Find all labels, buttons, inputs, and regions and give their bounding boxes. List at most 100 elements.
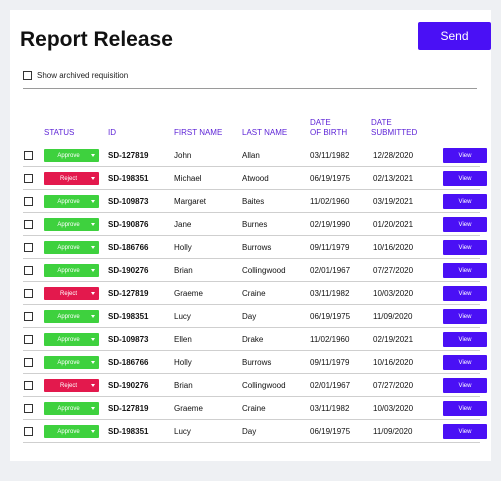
view-button[interactable]: View [443, 309, 487, 324]
row-checkbox[interactable] [24, 243, 33, 252]
row-date-submitted: 02/19/2021 [373, 335, 414, 344]
row-checkbox[interactable] [24, 174, 33, 183]
status-dropdown[interactable]: Approve [44, 149, 99, 162]
view-button[interactable]: View [443, 148, 487, 163]
table-row: Reject SD-198351 Michael Atwood 06/19/19… [23, 167, 487, 190]
chevron-down-icon [91, 407, 95, 410]
view-button[interactable]: View [443, 378, 487, 393]
row-checkbox[interactable] [24, 427, 33, 436]
row-id: SD-190276 [108, 381, 149, 390]
status-dropdown[interactable]: Reject [44, 287, 99, 300]
chevron-down-icon [91, 246, 95, 249]
row-last-name: Burrows [242, 358, 272, 367]
row-last-name: Collingwood [242, 381, 286, 390]
row-date-of-birth: 03/11/1982 [310, 151, 350, 160]
view-button[interactable]: View [443, 171, 487, 186]
status-dropdown[interactable]: Approve [44, 218, 99, 231]
row-id: SD-186766 [108, 358, 149, 367]
status-label: Approve [57, 405, 80, 412]
chevron-down-icon [91, 177, 95, 180]
row-first-name: Jane [174, 220, 192, 229]
report-release-card: Report Release Send Show archived requis… [10, 10, 491, 461]
row-checkbox[interactable] [24, 220, 33, 229]
table-body: Approve SD-127819 John Allan 03/11/1982 … [10, 144, 491, 443]
view-button[interactable]: View [443, 263, 487, 278]
show-archived-checkbox[interactable] [23, 71, 32, 80]
row-checkbox[interactable] [24, 266, 33, 275]
chevron-down-icon [91, 154, 95, 157]
row-first-name: Margaret [174, 197, 207, 206]
row-date-submitted: 07/27/2020 [373, 266, 414, 275]
row-checkbox[interactable] [24, 404, 33, 413]
status-label: Approve [57, 336, 80, 343]
send-button[interactable]: Send [418, 22, 491, 50]
view-button[interactable]: View [443, 355, 487, 370]
row-first-name: Michael [174, 174, 202, 183]
row-checkbox[interactable] [24, 151, 33, 160]
row-last-name: Drake [242, 335, 264, 344]
status-dropdown[interactable]: Approve [44, 356, 99, 369]
row-first-name: Brian [174, 381, 193, 390]
row-last-name: Burrows [242, 243, 272, 252]
row-id: SD-198351 [108, 174, 149, 183]
status-dropdown[interactable]: Approve [44, 402, 99, 415]
view-button[interactable]: View [443, 424, 487, 439]
status-label: Approve [57, 313, 80, 320]
view-button[interactable]: View [443, 194, 487, 209]
row-last-name: Baites [242, 197, 265, 206]
status-dropdown[interactable]: Reject [44, 379, 99, 392]
row-id: SD-127819 [108, 404, 149, 413]
view-button[interactable]: View [443, 401, 487, 416]
view-button[interactable]: View [443, 286, 487, 301]
status-dropdown[interactable]: Approve [44, 310, 99, 323]
view-button[interactable]: View [443, 217, 487, 232]
chevron-down-icon [91, 361, 95, 364]
header-date-submitted[interactable]: DATE SUBMITTED [371, 118, 417, 138]
row-date-of-birth: 02/01/1967 [310, 266, 351, 275]
row-id: SD-109873 [108, 335, 149, 344]
table-row: Approve SD-190276 Brian Collingwood 02/0… [23, 259, 487, 282]
row-first-name: John [174, 151, 192, 160]
status-dropdown[interactable]: Approve [44, 425, 99, 438]
row-last-name: Day [242, 427, 257, 436]
row-checkbox[interactable] [24, 197, 33, 206]
row-id: SD-127819 [108, 151, 149, 160]
header-date-of-birth[interactable]: DATE OF BIRTH [310, 118, 347, 138]
row-checkbox[interactable] [24, 335, 33, 344]
header-submitted-line2: SUBMITTED [371, 128, 418, 137]
view-button[interactable]: View [443, 332, 487, 347]
table-row: Approve SD-190876 Jane Burnes 02/19/1990… [23, 213, 487, 236]
status-dropdown[interactable]: Reject [44, 172, 99, 185]
row-last-name: Allan [242, 151, 260, 160]
row-checkbox[interactable] [24, 289, 33, 298]
row-id: SD-198351 [108, 427, 149, 436]
header-submitted-line1: DATE [371, 118, 392, 127]
row-date-submitted: 07/27/2020 [373, 381, 414, 390]
row-date-submitted: 11/09/2020 [373, 312, 413, 321]
header-id[interactable]: ID [108, 128, 116, 137]
header-first-name[interactable]: FIRST NAME [174, 128, 223, 137]
row-id: SD-109873 [108, 197, 149, 206]
header-dob-line1: DATE [310, 118, 331, 127]
status-dropdown[interactable]: Approve [44, 333, 99, 346]
row-last-name: Collingwood [242, 266, 286, 275]
row-date-of-birth: 11/02/1960 [310, 335, 350, 344]
show-archived-label: Show archived requisition [37, 71, 129, 80]
row-checkbox[interactable] [24, 358, 33, 367]
table-row: Approve SD-127819 John Allan 03/11/1982 … [23, 144, 487, 167]
header-last-name[interactable]: LAST NAME [242, 128, 288, 137]
header-status[interactable]: STATUS [44, 128, 75, 137]
view-button[interactable]: View [443, 240, 487, 255]
show-archived-toggle[interactable]: Show archived requisition [23, 71, 128, 80]
row-date-of-birth: 11/02/1960 [310, 197, 350, 206]
status-dropdown[interactable]: Approve [44, 241, 99, 254]
row-checkbox[interactable] [24, 381, 33, 390]
status-dropdown[interactable]: Approve [44, 195, 99, 208]
table-row: Reject SD-190276 Brian Collingwood 02/01… [23, 374, 487, 397]
row-date-submitted: 10/03/2020 [373, 289, 414, 298]
row-checkbox[interactable] [24, 312, 33, 321]
divider [23, 88, 477, 89]
row-last-name: Craine [242, 404, 266, 413]
status-dropdown[interactable]: Approve [44, 264, 99, 277]
header-dob-line2: OF BIRTH [310, 128, 348, 137]
